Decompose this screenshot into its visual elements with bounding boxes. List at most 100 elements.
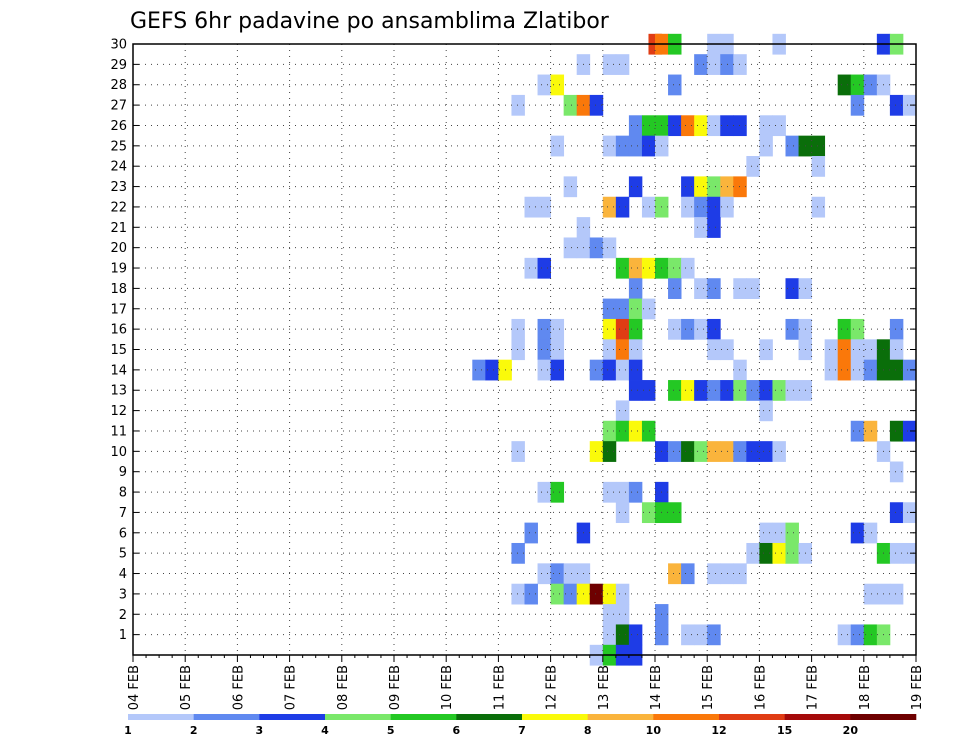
heatmap-cell — [641, 298, 656, 320]
y-tick-label: 21 — [110, 221, 127, 236]
y-tick-label: 16 — [110, 323, 127, 338]
color-scale-swatch — [719, 714, 785, 720]
heatmap-cell — [511, 583, 525, 605]
heatmap-cell — [759, 522, 773, 544]
color-scale-label: 15 — [777, 724, 792, 737]
heatmap-cell — [668, 115, 682, 137]
heatmap-cell — [759, 339, 773, 361]
color-scale-swatch — [456, 714, 523, 720]
heatmap-cell — [694, 217, 708, 238]
heatmap-cell — [785, 278, 799, 299]
x-tick-label: 08 FEB — [336, 665, 351, 710]
color-scale-label: 4 — [321, 724, 329, 737]
heatmap-cell — [550, 583, 565, 605]
heatmap-cell — [889, 339, 904, 361]
heatmap-cell — [707, 563, 721, 585]
heatmap-cell — [720, 380, 734, 401]
heatmap-cell — [746, 156, 760, 177]
heatmap-cell — [889, 542, 904, 564]
y-axis: 1234567891011121314151617181920212223242… — [110, 38, 916, 643]
x-tick-label: 10 FEB — [440, 665, 455, 710]
heatmap-cell — [720, 339, 734, 361]
color-scale-swatch — [653, 714, 720, 720]
heatmap-cell — [681, 624, 695, 646]
x-tick-label: 04 FEB — [127, 665, 142, 710]
heatmap-cell — [733, 441, 747, 462]
heatmap-cell — [720, 176, 734, 198]
heatmap-cell — [707, 196, 721, 218]
heatmap-cell — [850, 318, 865, 340]
x-tick-label: 11 FEB — [492, 665, 507, 710]
heatmap-cell — [824, 339, 839, 361]
heatmap-cell — [628, 420, 643, 442]
heatmap-cell — [615, 54, 630, 75]
heatmap-cell — [811, 156, 826, 177]
heatmap-cell — [837, 74, 852, 96]
heatmap-cell — [902, 420, 917, 442]
heatmap-cell — [863, 420, 878, 442]
heatmap-cell — [863, 359, 878, 381]
heatmap-cells — [472, 33, 917, 666]
heatmap-cell — [772, 380, 786, 401]
heatmap-cell — [615, 318, 630, 340]
heatmap-cell — [681, 115, 695, 137]
heatmap-cell — [707, 278, 721, 299]
heatmap-cell — [641, 257, 656, 279]
heatmap-cell — [837, 359, 852, 381]
heatmap-cell — [537, 74, 551, 96]
heatmap-cell — [602, 298, 617, 320]
heatmap-cell — [707, 624, 721, 646]
heatmap-cell — [602, 604, 617, 625]
heatmap-cell — [550, 135, 565, 157]
y-tick-label: 14 — [110, 363, 127, 378]
heatmap-cell — [589, 237, 604, 259]
color-scale-label: 6 — [453, 724, 461, 737]
heatmap-cell — [524, 196, 538, 218]
heatmap-cell — [602, 441, 617, 462]
heatmap-cell — [707, 54, 721, 75]
color-scale-swatch — [390, 714, 457, 720]
heatmap-cell — [563, 583, 578, 605]
x-axis: 04 FEB 05 FEB 06 FEB 07 FEB 08 FEB 09 FEB 10 F… — [127, 655, 925, 710]
x-tick-label: 13 FEB — [597, 665, 612, 710]
color-scale-swatch — [784, 714, 851, 720]
color-scale-label: 2 — [190, 724, 198, 737]
heatmap-cell — [537, 257, 551, 279]
x-tick-label: 19 FEB — [910, 665, 925, 710]
heatmap-cell — [889, 94, 904, 116]
heatmap-cell — [850, 624, 865, 646]
heatmap-cell — [602, 237, 617, 259]
x-tick-label: 17 FEB — [806, 665, 821, 710]
heatmap-cell — [511, 318, 525, 340]
heatmap-cell — [615, 502, 630, 524]
heatmap-cell — [759, 441, 773, 462]
heatmap-cell — [668, 318, 682, 340]
heatmap-cell — [641, 196, 656, 218]
heatmap-cell — [681, 318, 695, 340]
heatmap-cell — [720, 196, 734, 218]
y-tick-label: 29 — [110, 58, 127, 73]
heatmap-cell — [668, 278, 682, 299]
y-tick-label: 26 — [110, 119, 127, 134]
heatmap-cell — [850, 420, 865, 442]
heatmap-cell — [602, 339, 617, 361]
heatmap-cell — [837, 339, 852, 361]
x-tick-label: 12 FEB — [545, 665, 560, 710]
heatmap-cell — [602, 624, 617, 646]
heatmap-cell — [615, 359, 630, 381]
heatmap-cell — [850, 74, 865, 96]
heatmap-cell — [563, 176, 578, 198]
heatmap-cell — [589, 359, 604, 381]
heatmap-cell — [681, 176, 695, 198]
heatmap-cell — [628, 176, 643, 198]
heatmap-cell — [707, 380, 721, 401]
heatmap-cell — [602, 481, 617, 503]
heatmap-cell — [694, 380, 708, 401]
color-scale-swatch — [325, 714, 391, 720]
heatmap-cell — [772, 441, 786, 462]
heatmap-cell — [537, 339, 551, 361]
y-tick-label: 24 — [110, 160, 127, 175]
y-tick-label: 27 — [110, 99, 127, 114]
y-tick-label: 11 — [110, 424, 127, 439]
heatmap-cell — [602, 135, 617, 157]
